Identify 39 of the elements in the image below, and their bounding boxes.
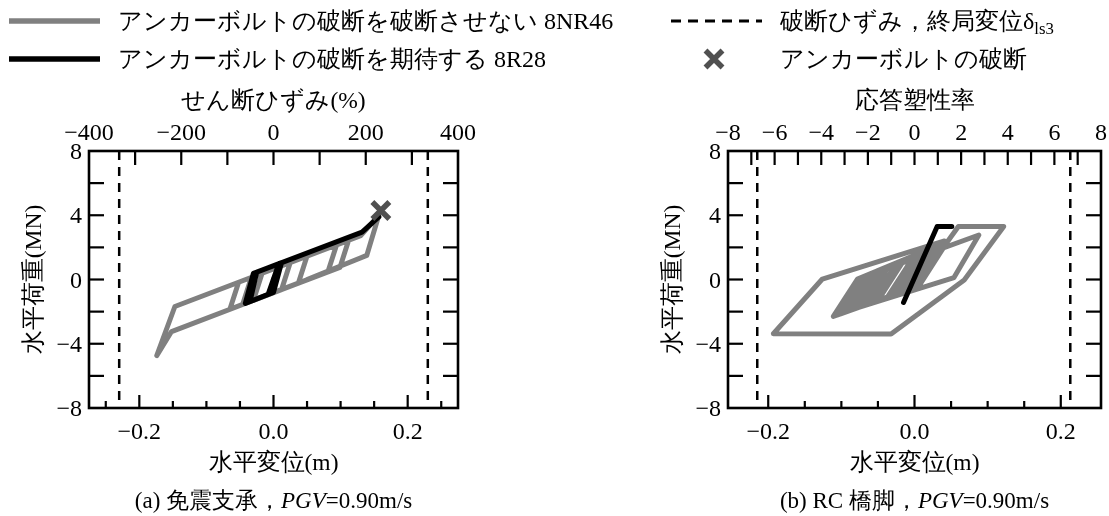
x-tick-label: −0.2 bbox=[746, 418, 790, 444]
x-tick-label: 0.2 bbox=[1045, 418, 1076, 444]
y-tick-label: 8 bbox=[709, 138, 721, 164]
x2-axis-title: せん断ひずみ(%) bbox=[181, 87, 366, 113]
x-axis-title: 水平変位(m) bbox=[849, 449, 980, 475]
x2-axis-title: 応答塑性率 bbox=[854, 87, 975, 113]
x-tick-label: 0.0 bbox=[258, 418, 289, 444]
legend-label: アンカーボルトの破断を期待する 8R28 bbox=[118, 46, 547, 72]
y-tick-label: −8 bbox=[56, 395, 82, 421]
x2-tick-label: 2 bbox=[955, 119, 968, 145]
x2-tick-label: −2 bbox=[855, 119, 881, 145]
y-tick-label: −4 bbox=[56, 330, 82, 357]
text: (a) 免震支承，PGV=0.90m/s bbox=[134, 487, 413, 513]
y-tick-label: −8 bbox=[695, 395, 721, 421]
x2-tick-label: 400 bbox=[440, 119, 476, 145]
legend-label: 破断ひずみ，終局変位δ$_{ls3}$ bbox=[779, 8, 1054, 38]
y-tick-label: 4 bbox=[70, 202, 82, 229]
text: (b) RC 橋脚，PGV=0.90m/s bbox=[779, 487, 1050, 513]
y-tick-label: −4 bbox=[695, 330, 721, 357]
x2-tick-label: 0 bbox=[908, 119, 921, 145]
x-axis-title: 水平変位(m) bbox=[208, 449, 339, 475]
x2-tick-label: 0 bbox=[267, 119, 280, 145]
x2-tick-label: 6 bbox=[1048, 119, 1061, 145]
x-tick-label: 0.0 bbox=[899, 418, 930, 444]
x-tick-label: −0.2 bbox=[117, 418, 162, 444]
y-axis-title: 水平荷重(MN) bbox=[659, 204, 685, 355]
y-axis-title: 水平荷重(MN) bbox=[20, 204, 46, 355]
x-tick-label: 0.2 bbox=[392, 418, 423, 444]
x2-tick-label: −6 bbox=[761, 119, 788, 145]
x2-tick-label: −200 bbox=[156, 119, 207, 145]
y-tick-label: 4 bbox=[709, 202, 721, 229]
x2-tick-label: 200 bbox=[347, 119, 384, 145]
legend-label: アンカーボルトの破断を破断させない 8NR46 bbox=[118, 8, 614, 34]
x2-tick-label: 8 bbox=[1095, 119, 1107, 145]
legend-label: アンカーボルトの破断 bbox=[780, 46, 1027, 72]
x2-tick-label: −4 bbox=[808, 119, 835, 145]
x2-tick-label: 4 bbox=[1001, 119, 1014, 145]
y-tick-label: 0 bbox=[709, 266, 721, 293]
y-tick-label: 0 bbox=[70, 266, 82, 293]
